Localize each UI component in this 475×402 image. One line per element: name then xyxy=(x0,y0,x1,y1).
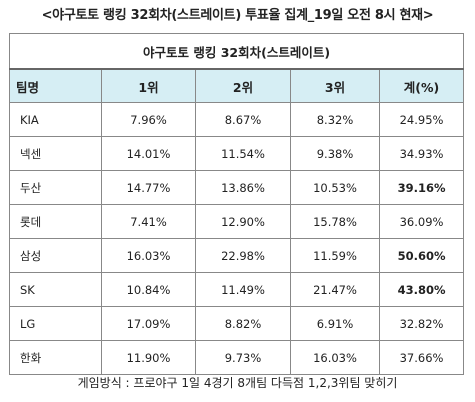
team-cell: KIA xyxy=(9,102,102,137)
first-place-cell: 7.41% xyxy=(101,204,196,239)
table-row: SK 10.84% 11.49% 21.47% 43.80% xyxy=(9,272,465,307)
total-cell: 39.16% xyxy=(378,170,465,205)
third-place-cell: 16.03% xyxy=(290,340,380,375)
table-row: 넥센 14.01% 11.54% 9.38% 34.93% xyxy=(9,136,465,171)
second-place-cell: 8.67% xyxy=(195,102,291,137)
ranking-table: 야구토토 랭킹 32회차(스트레이트) 팀명 1위 2위 3위 계(%) KIA… xyxy=(8,33,465,375)
team-cell: SK xyxy=(9,272,102,307)
first-place-cell: 17.09% xyxy=(101,306,196,341)
total-cell: 32.82% xyxy=(378,306,465,341)
third-place-cell: 21.47% xyxy=(290,272,380,307)
header-third: 3위 xyxy=(290,68,380,103)
table-row: 두산 14.77% 13.86% 10.53% 39.16% xyxy=(9,170,465,205)
second-place-cell: 8.82% xyxy=(195,306,291,341)
first-place-cell: 7.96% xyxy=(101,102,196,137)
second-place-cell: 12.90% xyxy=(195,204,291,239)
second-place-cell: 13.86% xyxy=(195,170,291,205)
second-place-cell: 11.49% xyxy=(195,272,291,307)
third-place-cell: 9.38% xyxy=(290,136,380,171)
total-cell: 43.80% xyxy=(378,272,465,307)
table-row: 한화 11.90% 9.73% 16.03% 37.66% xyxy=(9,340,465,375)
team-cell: 삼성 xyxy=(9,238,102,273)
total-cell: 50.60% xyxy=(378,238,465,273)
table-row: LG 17.09% 8.82% 6.91% 32.82% xyxy=(9,306,465,341)
third-place-cell: 6.91% xyxy=(290,306,380,341)
table-header-row: 팀명 1위 2위 3위 계(%) xyxy=(9,68,465,103)
first-place-cell: 10.84% xyxy=(101,272,196,307)
first-place-cell: 11.90% xyxy=(101,340,196,375)
third-place-cell: 11.59% xyxy=(290,238,380,273)
header-total: 계(%) xyxy=(378,68,465,103)
total-cell: 34.93% xyxy=(378,136,465,171)
team-cell: 한화 xyxy=(9,340,102,375)
table-row: KIA 7.96% 8.67% 8.32% 24.95% xyxy=(9,102,465,137)
second-place-cell: 9.73% xyxy=(195,340,291,375)
first-place-cell: 14.77% xyxy=(101,170,196,205)
team-cell: 넥센 xyxy=(9,136,102,171)
table-body: KIA 7.96% 8.67% 8.32% 24.95% 넥센 14.01% 11.54% 9.… xyxy=(9,102,465,375)
second-place-cell: 22.98% xyxy=(195,238,291,273)
first-place-cell: 14.01% xyxy=(101,136,196,171)
third-place-cell: 8.32% xyxy=(290,102,380,137)
third-place-cell: 10.53% xyxy=(290,170,380,205)
table-row: 롯데 7.41% 12.90% 15.78% 36.09% xyxy=(9,204,465,239)
first-place-cell: 16.03% xyxy=(101,238,196,273)
table-caption: 야구토토 랭킹 32회차(스트레이트) xyxy=(8,33,465,70)
total-cell: 37.66% xyxy=(378,340,465,375)
total-cell: 36.09% xyxy=(378,204,465,239)
second-place-cell: 11.54% xyxy=(195,136,291,171)
team-cell: 롯데 xyxy=(9,204,102,239)
game-method-note: 게임방식 : 프로야구 1일 4경기 8개팀 다득점 1,2,3위팀 맞히기 xyxy=(77,376,398,390)
table-row: 삼성 16.03% 22.98% 11.59% 50.60% xyxy=(9,238,465,273)
team-cell: 두산 xyxy=(9,170,102,205)
header-team: 팀명 xyxy=(9,68,102,103)
total-cell: 24.95% xyxy=(378,102,465,137)
table-caption-row: 야구토토 랭킹 32회차(스트레이트) xyxy=(8,33,465,70)
third-place-cell: 15.78% xyxy=(290,204,380,239)
header-second: 2위 xyxy=(195,68,291,103)
team-cell: LG xyxy=(9,306,102,341)
page-headline: <야구토토 랭킹 32회차(스트레이트) 투표율 집계_19일 오전 8시 현재… xyxy=(41,8,434,23)
header-first: 1위 xyxy=(101,68,196,103)
